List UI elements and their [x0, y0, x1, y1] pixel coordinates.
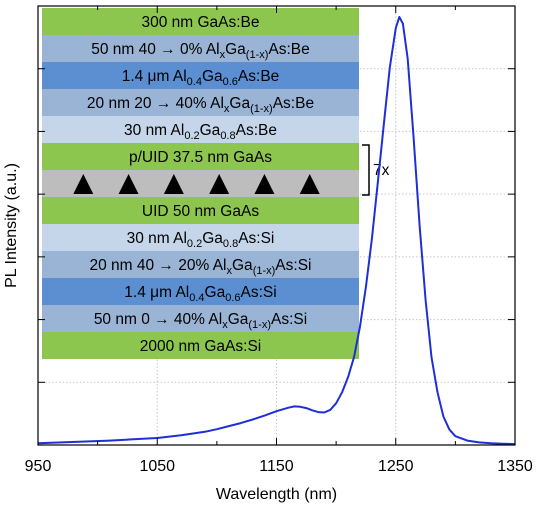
- layer-stack-inset: 300 nm GaAs:Be 50 nm 40 → 0% Alx​Ga(1-x)​…: [42, 8, 390, 359]
- layer-band: [42, 305, 359, 332]
- layer-label: 2000 nm GaAs:Si: [140, 338, 261, 355]
- quantum-dot-triangle: [299, 174, 320, 194]
- repeat-bracket: [362, 144, 370, 196]
- layer-band: [42, 116, 359, 143]
- layer-label: p/UID 37.5 nm GaAs: [129, 149, 272, 166]
- x-tick-label: 1150: [259, 458, 294, 475]
- axis-ticks: 950 1050 1150 1250 1350: [25, 6, 533, 475]
- layer-label: 50 nm 0 → 40% Alx​Ga(1-x)​As:Si: [94, 311, 307, 331]
- layer-label: 300 nm GaAs:Be: [141, 14, 259, 31]
- y-axis-label: PL Intensity (a.u.): [3, 163, 20, 288]
- layer-band: [42, 143, 359, 170]
- layer-band: [42, 224, 359, 251]
- layer-label: 20 nm 40 → 20% Alx​Ga(1-x)​As:Si: [90, 257, 312, 277]
- pl-spectrum-line: [37, 16, 516, 446]
- layer-band: [42, 197, 359, 224]
- x-tick-label: 1250: [378, 458, 414, 475]
- layer-label: 1.4 μm Al0.4​Ga0.6​As:Be: [122, 68, 280, 88]
- layer-band: [42, 89, 359, 116]
- x-tick-label: 950: [25, 458, 52, 475]
- layer-label: 50 nm 40 → 0% Alx​Ga(1-x)​As:Be: [91, 41, 310, 61]
- layer-band: [42, 332, 359, 359]
- layer-label: 30 nm Al0.2​Ga0.8​As:Si: [127, 230, 275, 250]
- layer-band: [42, 62, 359, 89]
- layer-label: 1.4 μm Al0.4​Ga0.6​As:Si: [124, 284, 276, 304]
- layer-label: UID 50 nm GaAs: [142, 203, 259, 220]
- layer-label: 30 nm Al0.2​Ga0.8​As:Be: [124, 122, 277, 142]
- layer-band: [42, 35, 359, 62]
- layer-label: 20 nm 20 → 40% Alx​Ga(1-x)​As:Be: [87, 95, 314, 115]
- layer-band: [42, 278, 359, 305]
- layer-band: [42, 8, 359, 35]
- quantum-dot-triangle: [118, 174, 139, 194]
- x-axis-label: Wavelength (nm): [216, 486, 337, 503]
- quantum-dot-triangle: [163, 174, 184, 194]
- x-tick-label: 1050: [139, 458, 175, 475]
- x-tick-label: 1350: [497, 458, 533, 475]
- quantum-dot-triangle: [73, 174, 94, 194]
- repeat-label: 7x: [373, 162, 390, 179]
- series-group: [37, 16, 516, 446]
- layer-band: [42, 251, 359, 278]
- quantum-dot-triangle: [254, 174, 275, 194]
- quantum-dot-triangle: [209, 174, 230, 194]
